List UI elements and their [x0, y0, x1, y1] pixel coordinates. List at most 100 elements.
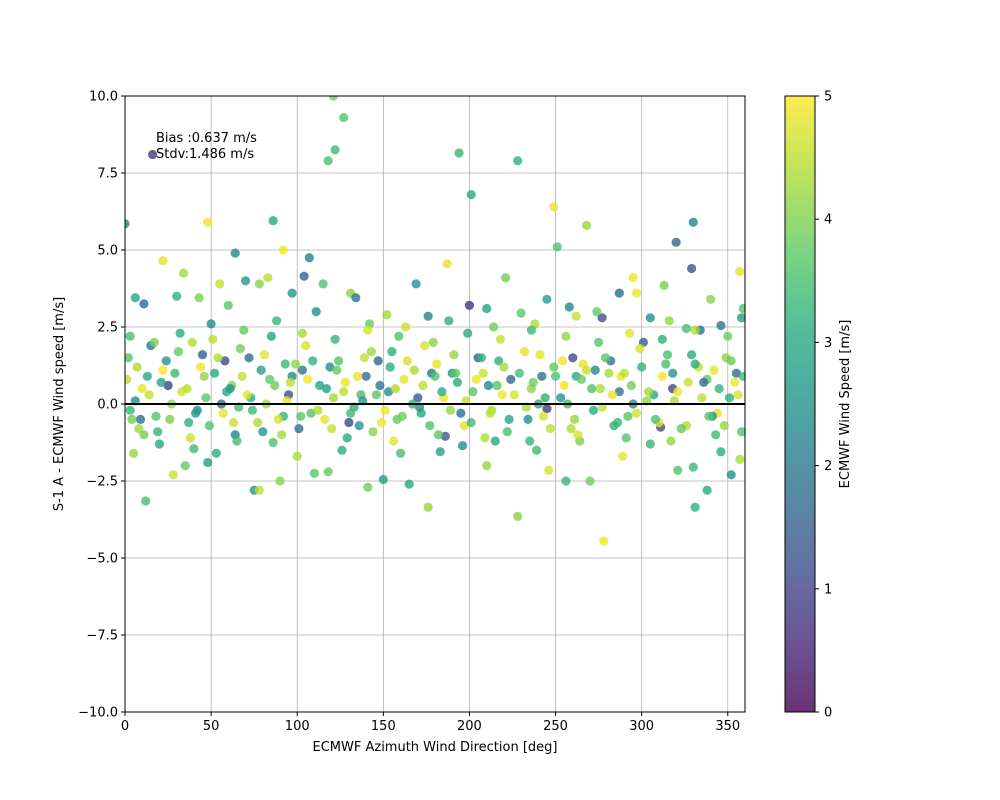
data-point	[549, 202, 559, 212]
data-point	[738, 371, 745, 381]
data-point	[153, 427, 163, 437]
y-tick-label: 7.5	[97, 167, 118, 182]
data-point	[452, 377, 462, 387]
data-point	[180, 461, 190, 471]
data-point	[650, 414, 661, 424]
data-point	[273, 414, 283, 424]
data-point	[168, 470, 178, 480]
data-point	[223, 300, 233, 310]
data-point	[253, 417, 263, 428]
data-point	[361, 371, 371, 381]
data-point	[342, 433, 352, 443]
data-point	[135, 414, 146, 424]
colorbar-ticks: 0 1 2 3 4 5	[815, 90, 832, 721]
data-point	[404, 479, 414, 489]
data-point	[125, 353, 133, 363]
data-point	[315, 380, 325, 391]
data-point	[716, 447, 726, 457]
x-tick-label: 100	[285, 719, 310, 734]
data-point	[657, 371, 667, 381]
data-point	[499, 362, 509, 372]
data-point	[163, 380, 173, 391]
data-point	[466, 417, 476, 428]
data-point	[125, 374, 132, 384]
data-point	[506, 374, 516, 384]
data-point	[659, 280, 669, 290]
data-point	[690, 325, 700, 335]
data-point	[292, 451, 302, 461]
data-point	[626, 380, 636, 391]
data-point	[371, 390, 381, 400]
data-point	[263, 273, 273, 283]
data-point	[203, 217, 213, 227]
data-point	[401, 322, 411, 332]
data-point	[456, 408, 466, 418]
data-point	[268, 437, 278, 448]
data-point	[451, 368, 461, 378]
data-point	[418, 380, 428, 391]
data-point	[535, 350, 545, 360]
data-point	[623, 411, 633, 421]
data-point	[144, 390, 154, 400]
colorbar	[784, 95, 816, 713]
data-point	[540, 393, 550, 403]
data-point	[148, 149, 158, 160]
data-point	[600, 353, 611, 363]
data-point	[194, 293, 204, 303]
data-point	[199, 371, 209, 381]
data-point	[532, 445, 542, 455]
data-point	[266, 331, 276, 341]
data-point	[737, 427, 745, 437]
data-point	[173, 347, 183, 357]
data-point	[197, 350, 208, 360]
data-point	[346, 408, 356, 418]
data-point	[482, 461, 492, 471]
data-point	[599, 536, 609, 546]
data-point	[396, 448, 406, 458]
data-point	[351, 293, 361, 303]
data-point	[309, 468, 319, 478]
data-point	[566, 424, 576, 434]
data-point	[699, 377, 709, 387]
x-axis-ticks: 0 50 100 150 200 250 300 350	[121, 712, 740, 734]
data-point	[440, 431, 450, 441]
colorbar-tick-label: 0	[824, 706, 832, 721]
data-point	[354, 421, 364, 431]
data-point	[525, 436, 535, 446]
data-point	[241, 276, 251, 286]
data-point	[607, 390, 618, 400]
data-point	[628, 273, 638, 283]
data-point	[706, 294, 716, 304]
data-point	[735, 267, 745, 277]
data-point	[394, 331, 404, 341]
data-point	[690, 502, 700, 512]
y-tick-label: −10.0	[78, 706, 118, 721]
data-point	[158, 256, 168, 266]
colorbar-label: ECMWF Wind Speed [m/s]	[838, 320, 853, 489]
data-point	[127, 414, 137, 424]
data-point	[645, 439, 655, 449]
data-point	[172, 291, 182, 301]
data-point	[545, 424, 556, 434]
data-point	[430, 371, 440, 381]
data-point	[480, 433, 490, 443]
data-point	[526, 325, 537, 335]
data-point	[520, 347, 530, 357]
data-point	[714, 384, 724, 394]
data-point	[561, 476, 571, 486]
data-point	[490, 436, 500, 446]
data-point	[328, 96, 338, 101]
data-point	[637, 362, 647, 372]
data-point	[687, 350, 697, 360]
data-point	[468, 387, 478, 397]
data-point	[587, 384, 597, 394]
data-point	[182, 384, 192, 394]
data-point	[304, 253, 314, 263]
data-point	[220, 356, 230, 366]
data-point	[516, 308, 526, 318]
data-point	[737, 313, 745, 323]
data-point	[542, 404, 552, 414]
data-point	[330, 145, 340, 155]
data-point	[306, 408, 316, 418]
data-point	[595, 384, 605, 394]
